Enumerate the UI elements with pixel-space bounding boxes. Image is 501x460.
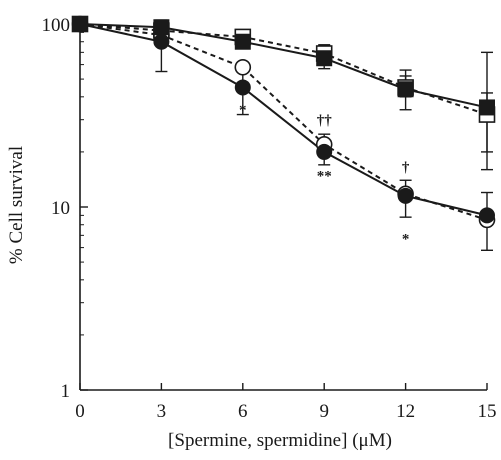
y-tick-label: 1 bbox=[61, 381, 71, 402]
y-axis-title: % Cell survival bbox=[6, 146, 27, 264]
series-layer bbox=[71, 15, 496, 251]
y-tick-label: 10 bbox=[51, 198, 70, 219]
axes-layer: 0 3 6 9 12 15 1 10 100 bbox=[42, 15, 497, 422]
significance-mark: * bbox=[402, 232, 410, 248]
x-tick-label: 3 bbox=[157, 401, 167, 422]
series-1-point bbox=[479, 99, 495, 116]
series-3-point bbox=[479, 207, 495, 224]
series-3-point bbox=[234, 79, 251, 96]
x-tick-label: 6 bbox=[238, 401, 248, 422]
x-axis-title: [Spermine, spermidine] (μM) bbox=[168, 430, 392, 451]
series-1-point bbox=[234, 33, 251, 50]
series-3-point bbox=[153, 33, 170, 50]
series-1-point bbox=[397, 81, 414, 98]
x-tick-label: 15 bbox=[478, 401, 497, 422]
x-tick-label: 12 bbox=[396, 401, 415, 422]
significance-mark: †† bbox=[317, 113, 333, 129]
series-4-point bbox=[234, 58, 252, 76]
x-tick-label: 0 bbox=[75, 401, 85, 422]
y-tick-label: 100 bbox=[42, 15, 71, 36]
significance-mark: * bbox=[239, 103, 247, 119]
x-tick-label: 9 bbox=[319, 401, 329, 422]
series-3-point bbox=[316, 143, 333, 160]
series-1-point bbox=[153, 19, 170, 36]
significance-mark: ** bbox=[317, 168, 332, 184]
annotation-layer: * †† ** † * bbox=[239, 103, 410, 248]
series-1-line bbox=[79, 23, 488, 109]
series-1-point bbox=[316, 50, 333, 67]
series-3-line bbox=[79, 23, 488, 217]
significance-mark: † bbox=[402, 160, 410, 176]
series-3-point bbox=[397, 187, 414, 204]
series-4-line bbox=[79, 23, 488, 221]
